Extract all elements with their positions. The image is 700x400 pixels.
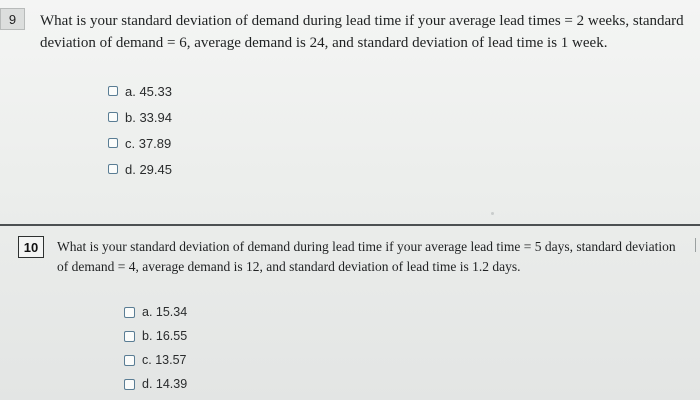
question-text: What is your standard deviation of deman… [40, 13, 684, 51]
checkbox[interactable] [124, 330, 135, 342]
question-10: 10 What is your standard deviation of de… [0, 224, 700, 400]
option-d[interactable]: d. 14.39 [124, 372, 187, 396]
answer-options: a. 45.33 b. 33.94 c. 37.89 d. 29.45 [108, 78, 172, 182]
option-label: b. 33.94 [125, 109, 172, 125]
option-a[interactable]: a. 45.33 [108, 78, 172, 104]
checkbox[interactable] [124, 378, 135, 390]
option-label: b. 16.55 [142, 329, 188, 343]
checkbox[interactable] [108, 138, 118, 148]
checkbox[interactable] [108, 112, 118, 122]
option-c[interactable]: c. 13.57 [124, 348, 187, 372]
question-number: 10 [18, 236, 44, 258]
dust-speck [491, 212, 494, 215]
option-c[interactable]: c. 37.89 [108, 130, 172, 156]
checkbox[interactable] [124, 354, 135, 366]
checkbox[interactable] [108, 86, 118, 96]
option-b[interactable]: b. 16.55 [124, 324, 187, 348]
question-9: 9 What is your standard deviation of dem… [0, 8, 684, 182]
option-label: c. 37.89 [125, 135, 172, 151]
option-a[interactable]: a. 15.34 [124, 300, 187, 324]
answer-options: a. 15.34 b. 16.55 c. 13.57 d. 14.39 [124, 300, 187, 396]
option-label: c. 13.57 [142, 353, 187, 367]
question-divider [0, 224, 700, 226]
checkbox[interactable] [124, 306, 135, 318]
option-label: d. 29.45 [125, 161, 172, 177]
option-d[interactable]: d. 29.45 [108, 156, 172, 182]
edge-mark [695, 238, 696, 252]
option-label: a. 45.33 [125, 83, 172, 99]
question-number: 9 [0, 8, 25, 30]
checkbox[interactable] [108, 164, 118, 174]
option-label: d. 14.39 [142, 377, 188, 391]
option-label: a. 15.34 [142, 305, 188, 319]
question-text: What is your standard deviation of deman… [57, 239, 676, 274]
option-b[interactable]: b. 33.94 [108, 104, 172, 130]
